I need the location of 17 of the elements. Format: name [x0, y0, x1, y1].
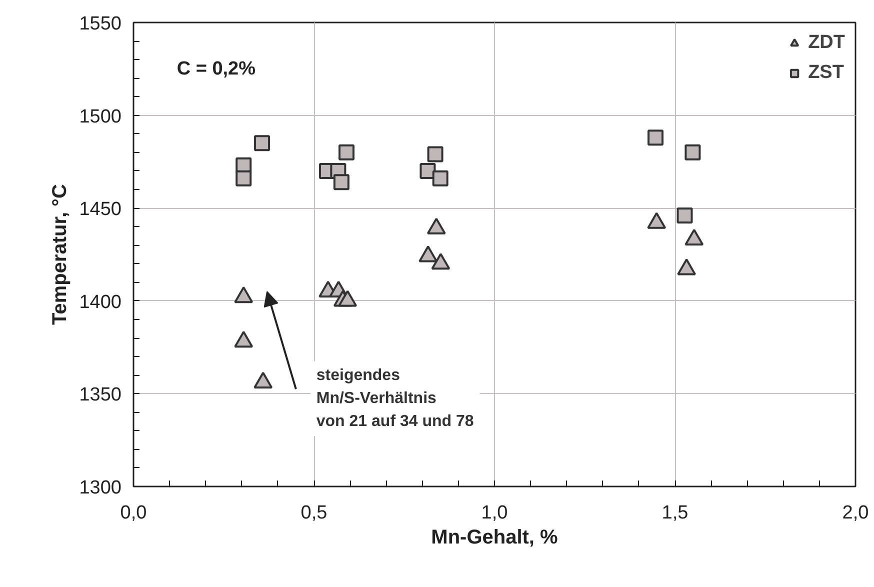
legend-label: ZST — [808, 62, 844, 84]
x-tick-label: 1,0 — [481, 502, 508, 524]
x-tick-label: 0,0 — [120, 502, 147, 524]
y-tick-label: 1350 — [79, 384, 122, 406]
annotation: C = 0,2% — [176, 58, 256, 80]
x-tick-label: 0,5 — [300, 502, 328, 524]
x-tick-label: 2,0 — [842, 502, 869, 524]
legend-label: ZDT — [808, 32, 845, 54]
x-tick-label: 1,5 — [662, 502, 688, 524]
y-tick-label: 1400 — [79, 292, 122, 313]
y-tick-label: 1550 — [79, 14, 122, 34]
x-axis-title: Mn-Gehalt, % — [431, 526, 558, 548]
y-tick-label: 1300 — [79, 478, 122, 498]
y-axis-title: Temperatur, °C — [49, 184, 72, 325]
y-tick-label: 1500 — [79, 106, 122, 128]
y-tick-label: 1450 — [79, 199, 122, 220]
annotation: steigendes Mn/S-Verhältnis von 21 auf 34 und 78 — [316, 367, 474, 430]
